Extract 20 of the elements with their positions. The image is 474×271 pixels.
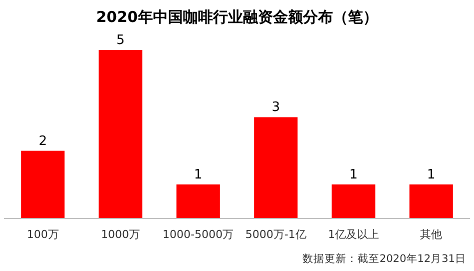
bar: [21, 150, 65, 218]
data-label: 1: [194, 167, 202, 182]
x-tick-label: 1000万: [101, 228, 140, 241]
bar: [176, 184, 220, 218]
data-label: 5: [116, 33, 125, 48]
text: 数据更新：截至2020年12月31日: [302, 252, 466, 265]
x-tick-label: 100万: [26, 228, 59, 241]
x-tick-label: 5000万-1亿: [245, 228, 306, 241]
data-label: 1: [427, 167, 436, 182]
x-tick-label: 其他: [420, 228, 442, 241]
chart-title: 2020年中国咖啡行业融资金额分布（笔）: [96, 8, 378, 26]
x-tick-label: 1亿及以上: [328, 228, 379, 241]
bar: [332, 184, 376, 218]
x-tick-label: 1000-5000万: [162, 228, 234, 241]
data-label: 2: [38, 134, 47, 149]
data-label: 1: [349, 167, 358, 182]
data-label: 3: [272, 100, 280, 116]
bar: [409, 184, 453, 218]
bar: [254, 117, 298, 218]
bar: [98, 50, 142, 218]
